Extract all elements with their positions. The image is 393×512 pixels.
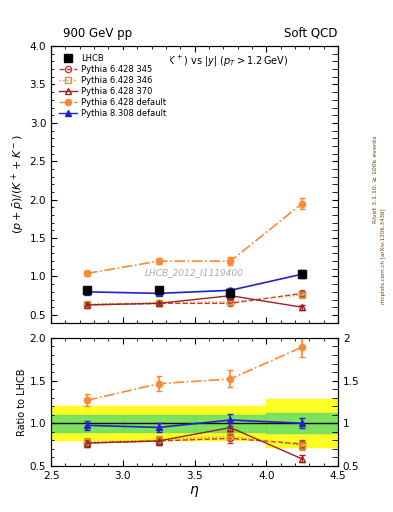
Text: $(\bar{p}+p)/(K^-+K^+)$ vs $|y|$ $(p_T > 1.2\,\mathrm{GeV})$: $(\bar{p}+p)/(K^-+K^+)$ vs $|y|$ $(p_T >… — [101, 54, 288, 70]
Text: Soft QCD: Soft QCD — [285, 27, 338, 40]
Text: mcplots.cern.ch [arXiv:1306.3436]: mcplots.cern.ch [arXiv:1306.3436] — [381, 208, 386, 304]
Y-axis label: $(p+\bar{p})/(K^+ + K^-)$: $(p+\bar{p})/(K^+ + K^-)$ — [9, 135, 27, 234]
Text: Rivet 3.1.10, ≥ 100k events: Rivet 3.1.10, ≥ 100k events — [373, 135, 378, 223]
X-axis label: $\eta$: $\eta$ — [189, 483, 200, 499]
Text: LHCB_2012_I1119400: LHCB_2012_I1119400 — [145, 268, 244, 278]
Y-axis label: Ratio to LHCB: Ratio to LHCB — [17, 368, 27, 436]
Text: 900 GeV pp: 900 GeV pp — [63, 27, 132, 40]
Legend: LHCB, Pythia 6.428 345, Pythia 6.428 346, Pythia 6.428 370, Pythia 6.428 default: LHCB, Pythia 6.428 345, Pythia 6.428 346… — [55, 50, 170, 121]
